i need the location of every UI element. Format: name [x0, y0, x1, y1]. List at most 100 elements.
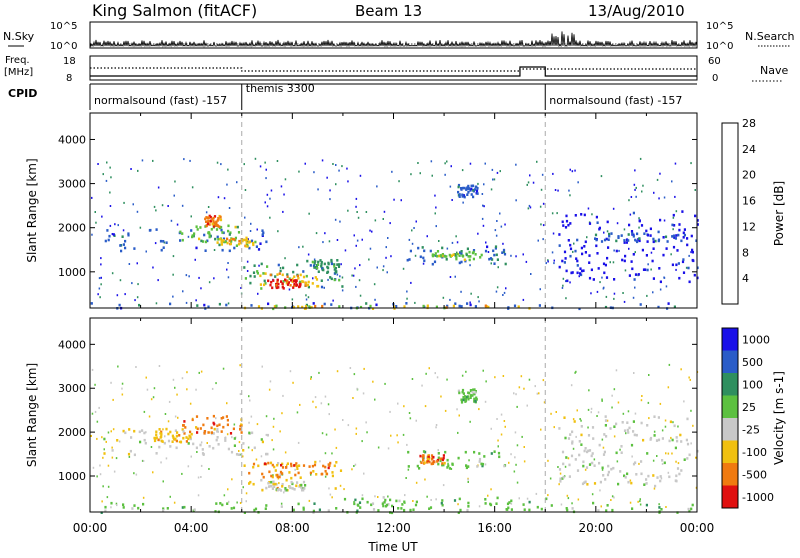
band-cell	[233, 238, 236, 241]
scatter-cell	[107, 464, 110, 467]
scatter-cell	[628, 247, 630, 250]
scatter-cell	[500, 413, 503, 416]
scatter-cell	[435, 426, 437, 429]
band-cell	[604, 424, 607, 427]
band-cell	[637, 273, 640, 276]
band-cell	[252, 462, 256, 466]
band-cell	[281, 483, 284, 486]
scatter-cell	[411, 378, 414, 380]
band-cell	[212, 216, 215, 220]
scatter-cell	[462, 201, 464, 204]
scatter-cell	[437, 449, 439, 452]
scatter-cell	[163, 241, 166, 244]
scatter-cell	[111, 446, 113, 449]
scatter-cell	[155, 209, 157, 212]
scatter-cell	[122, 229, 125, 232]
band-cell	[333, 278, 336, 282]
band-cell	[686, 237, 689, 240]
scatter-cell	[543, 401, 546, 404]
band-cell	[687, 507, 690, 511]
scatter-cell	[363, 367, 365, 370]
band-cell	[595, 215, 598, 219]
scatter-cell	[417, 162, 419, 164]
band-cell	[445, 258, 448, 261]
scatter-cell	[374, 219, 377, 222]
band-cell	[429, 249, 432, 253]
band-cell	[467, 505, 470, 508]
band-cell	[678, 228, 681, 232]
band-cell	[162, 509, 165, 512]
scatter-cell	[547, 260, 549, 263]
scatter-cell	[315, 232, 318, 235]
band-cell	[337, 265, 341, 268]
band-cell	[639, 303, 642, 306]
band-cell	[187, 437, 190, 441]
scatter-cell	[256, 423, 259, 426]
scatter-cell	[570, 384, 573, 387]
band-cell	[631, 507, 634, 510]
scatter-cell	[658, 503, 660, 506]
band-cell	[257, 248, 261, 251]
band-cell	[587, 434, 591, 437]
scatter-cell	[329, 198, 331, 201]
band-cell	[680, 239, 683, 243]
scatter-cell	[497, 266, 499, 269]
scatter-cell	[532, 181, 535, 184]
band-cell	[217, 217, 220, 220]
band-cell	[433, 460, 436, 464]
band-cell	[103, 437, 106, 441]
band-cell	[455, 256, 458, 259]
band-cell	[220, 239, 223, 243]
scatter-cell	[389, 410, 391, 413]
band-cell	[141, 429, 144, 432]
band-cell	[565, 456, 568, 459]
band-cell	[439, 457, 442, 461]
band-cell	[678, 276, 681, 280]
scatter-cell	[292, 381, 294, 384]
band-cell	[504, 262, 507, 266]
band-cell	[226, 423, 229, 427]
scatter-cell	[593, 458, 596, 461]
band-cell	[162, 246, 165, 249]
band-cell	[573, 420, 576, 423]
scatter-cell	[187, 465, 190, 468]
scatter-cell	[606, 419, 609, 422]
band-cell	[680, 440, 683, 443]
band-cell	[624, 476, 627, 479]
band-cell	[592, 278, 595, 281]
scatter-cell	[374, 298, 376, 301]
band-cell	[359, 506, 362, 509]
scatter-cell	[408, 412, 411, 414]
band-cell	[257, 464, 260, 468]
band-cell	[218, 423, 221, 427]
band-cell	[460, 398, 463, 402]
band-cell	[619, 470, 622, 473]
colorbar-tick-label: 1000	[742, 333, 770, 346]
band-cell	[612, 466, 615, 470]
scatter-cell	[491, 168, 494, 171]
band-cell	[182, 424, 185, 427]
scatter-cell	[100, 263, 102, 266]
scatter-cell	[622, 292, 624, 294]
scatter-cell	[414, 301, 416, 304]
scatter-cell	[406, 290, 408, 293]
band-cell	[286, 462, 289, 465]
band-cell	[571, 430, 574, 434]
scatter-cell	[91, 412, 94, 415]
band-cell	[401, 503, 404, 506]
band-cell	[234, 225, 237, 229]
band-cell	[182, 430, 185, 433]
band-cell	[199, 226, 202, 229]
band-cell	[217, 443, 220, 446]
band-cell	[617, 482, 620, 486]
scatter-cell	[321, 159, 324, 162]
scatter-cell	[153, 387, 156, 390]
band-cell	[494, 247, 497, 250]
scatter-cell	[353, 500, 355, 503]
band-cell	[269, 273, 272, 277]
scatter-cell	[572, 250, 574, 253]
scatter-cell	[577, 181, 579, 184]
band-cell	[674, 237, 677, 240]
band-cell	[475, 189, 479, 193]
scatter-cell	[302, 245, 304, 248]
